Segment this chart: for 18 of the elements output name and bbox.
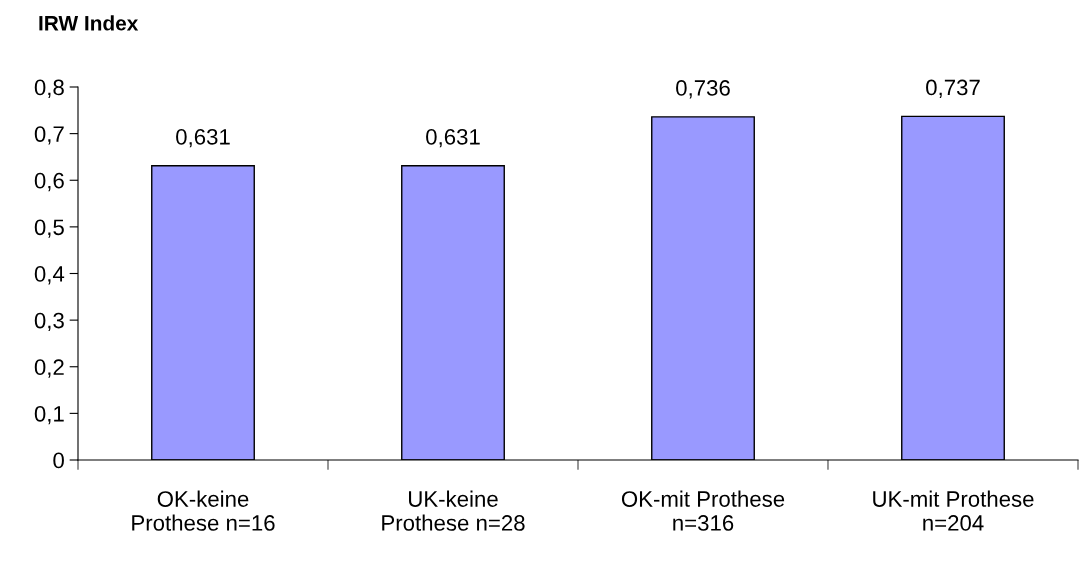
y-tick-label: 0,1 — [34, 405, 64, 425]
y-tick-label: 0,8 — [34, 79, 64, 98]
y-tick-label: 0,5 — [34, 219, 64, 238]
data-label: 0,736 — [676, 80, 730, 99]
data-label: 0,631 — [176, 129, 230, 148]
y-tick-label: 0,2 — [34, 359, 64, 378]
x-tick-label: OK-keine Prothese n=16 — [132, 490, 275, 531]
data-label: 0,737 — [926, 79, 980, 98]
y-axis-title: IRW Index — [39, 15, 139, 31]
x-tick-label: UK-mit Prothese n=204 — [873, 490, 1034, 531]
y-tick-label: 0,6 — [34, 172, 64, 192]
x-tick-label: OK-mit Prothese n=316 — [621, 490, 785, 531]
y-tick-label: 0,3 — [34, 312, 64, 332]
y-tick-label: 0 — [53, 452, 64, 469]
x-tick-label: UK-keine Prothese n=28 — [382, 490, 525, 531]
y-tick-label: 0,4 — [34, 266, 65, 285]
y-tick-label: 0,7 — [34, 126, 64, 145]
data-label: 0,631 — [426, 129, 480, 148]
